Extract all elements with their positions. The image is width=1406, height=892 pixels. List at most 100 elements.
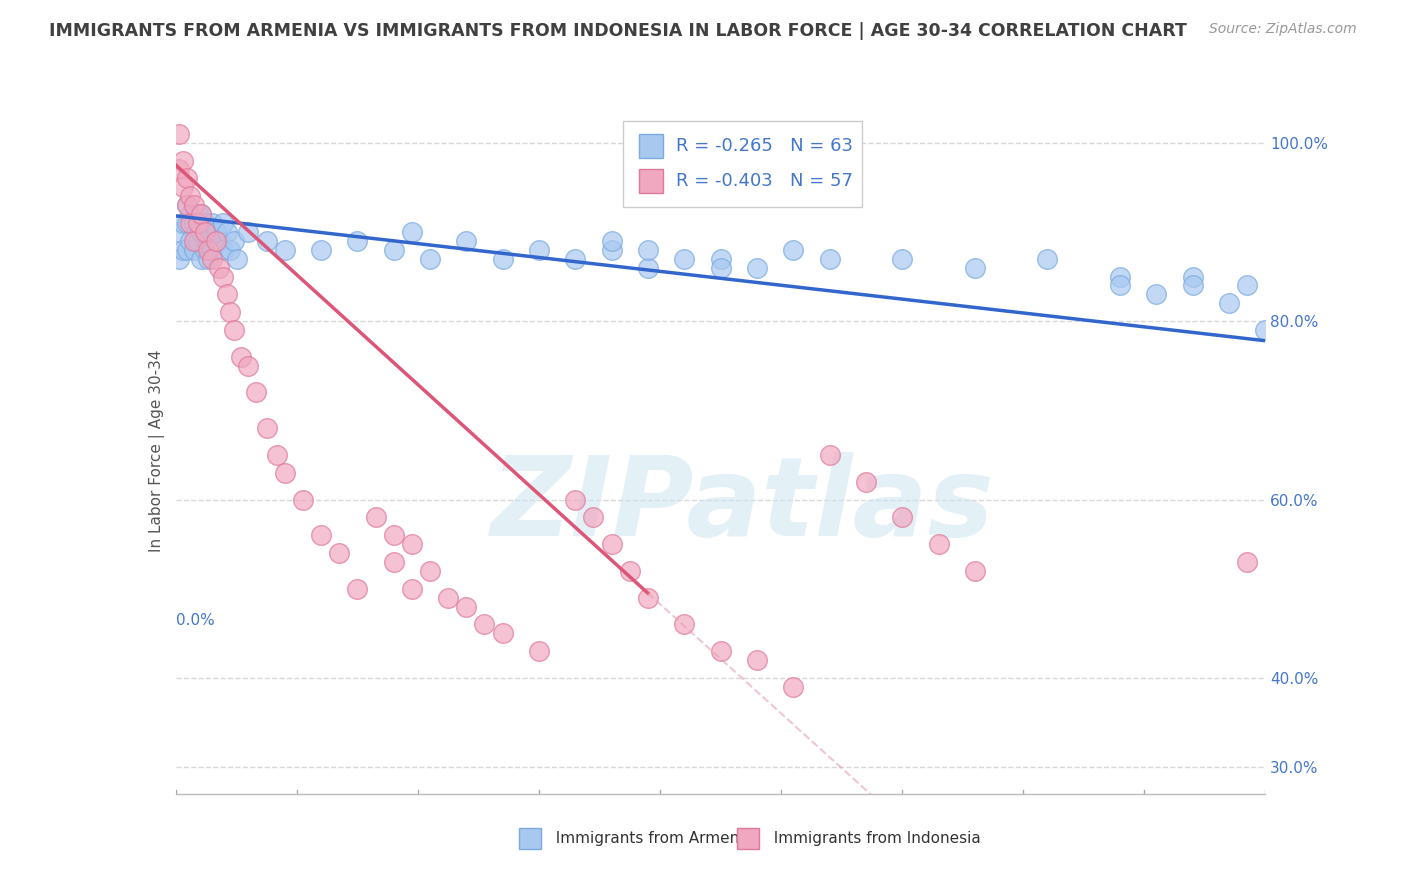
Point (179, 216, 201, 230)
Point (176, 243, 198, 257)
Point (673, 617, 696, 632)
Point (169, 127, 191, 141)
Text: IMMIGRANTS FROM ARMENIA VS IMMIGRANTS FROM INDONESIA IN LABOR FORCE | AGE 30-34 : IMMIGRANTS FROM ARMENIA VS IMMIGRANTS FR… (49, 22, 1187, 40)
Point (346, 582, 368, 596)
Point (437, 591, 460, 605)
Point (600, 537, 623, 551)
Point (194, 216, 217, 230)
Text: R = -0.265   N = 63: R = -0.265 N = 63 (676, 137, 853, 155)
Point (1036, 252, 1059, 266)
Point (710, 260, 733, 275)
Point (963, 260, 986, 275)
Point (492, 252, 515, 266)
Point (231, 350, 253, 364)
Point (564, 492, 586, 507)
Point (179, 207, 201, 221)
Point (637, 260, 659, 275)
Point (673, 252, 696, 266)
Point (215, 287, 238, 301)
Point (1181, 269, 1204, 284)
Point (197, 225, 219, 239)
Point (891, 252, 914, 266)
Text: Immigrants from Armenia: Immigrants from Armenia (546, 831, 754, 846)
Point (176, 171, 198, 186)
FancyBboxPatch shape (623, 120, 862, 207)
Point (172, 180, 194, 194)
Y-axis label: In Labor Force | Age 30-34: In Labor Force | Age 30-34 (149, 349, 165, 552)
Point (782, 243, 804, 257)
Point (245, 385, 267, 400)
Point (219, 305, 242, 319)
Point (194, 243, 217, 257)
Point (745, 260, 768, 275)
Point (274, 243, 297, 257)
Point (309, 528, 332, 542)
Point (183, 234, 205, 248)
FancyBboxPatch shape (737, 828, 759, 849)
Point (346, 234, 368, 248)
Point (401, 582, 423, 596)
Point (204, 225, 226, 239)
Point (176, 198, 198, 212)
Point (208, 234, 231, 248)
Point (169, 252, 191, 266)
Point (208, 260, 231, 275)
Point (172, 216, 194, 230)
Point (963, 564, 986, 578)
Point (169, 162, 191, 177)
FancyBboxPatch shape (638, 169, 662, 193)
Point (197, 252, 219, 266)
Point (169, 225, 191, 239)
Point (256, 421, 278, 435)
Point (1254, 323, 1277, 337)
Point (204, 234, 226, 248)
Point (186, 207, 209, 221)
Point (328, 546, 350, 560)
Point (212, 243, 235, 257)
Point (176, 216, 198, 230)
Point (710, 644, 733, 658)
Point (818, 448, 841, 462)
Point (527, 243, 550, 257)
Point (419, 252, 441, 266)
Point (274, 466, 297, 480)
Point (855, 475, 877, 489)
Point (782, 680, 804, 694)
Point (492, 626, 515, 640)
Point (619, 564, 641, 578)
Point (600, 234, 623, 248)
Point (1236, 555, 1258, 569)
Point (382, 528, 405, 542)
Point (179, 189, 201, 203)
Text: Immigrants from Indonesia: Immigrants from Indonesia (765, 831, 981, 846)
Point (183, 216, 205, 230)
Point (172, 243, 194, 257)
Point (382, 555, 405, 569)
Point (382, 243, 405, 257)
Text: 0.0%: 0.0% (176, 613, 215, 628)
Point (401, 225, 423, 239)
Point (201, 216, 224, 230)
Point (818, 252, 841, 266)
Text: ZIPatlas: ZIPatlas (491, 452, 994, 559)
Point (1109, 278, 1132, 293)
Point (190, 252, 212, 266)
Text: R = -0.403   N = 57: R = -0.403 N = 57 (676, 171, 853, 189)
Point (190, 207, 212, 221)
Point (238, 225, 260, 239)
Point (219, 243, 242, 257)
FancyBboxPatch shape (519, 828, 541, 849)
Point (190, 207, 212, 221)
Point (456, 599, 478, 614)
Point (745, 653, 768, 667)
Point (226, 252, 249, 266)
Point (197, 243, 219, 257)
Point (190, 225, 212, 239)
Point (582, 510, 605, 524)
Point (183, 243, 205, 257)
Point (891, 510, 914, 524)
Point (212, 216, 235, 230)
Point (212, 269, 235, 284)
Point (172, 153, 194, 168)
Point (600, 243, 623, 257)
